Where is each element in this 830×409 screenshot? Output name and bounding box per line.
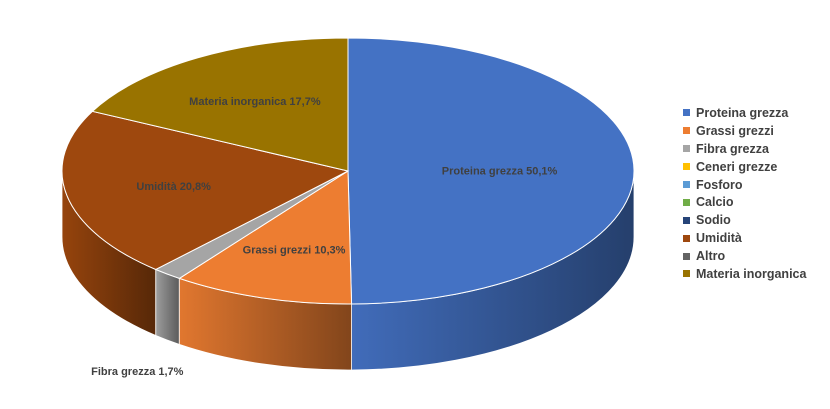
legend-label: Fibra grezza (696, 141, 769, 156)
legend-item-grassi-grezzi: Grassi grezzi (683, 122, 828, 140)
legend-swatch (683, 145, 690, 153)
legend-swatch (683, 270, 690, 278)
data-label-grassi-grezzi: Grassi grezzi 10,3% (243, 245, 346, 257)
legend-item-altro: Altro (683, 247, 828, 265)
legend-label: Umidità (696, 231, 742, 246)
slice-materia-inorganica (91, 37, 349, 172)
legend-label: Sodio (696, 213, 731, 228)
legend-item-proteina-grezza: Proteina grezza (683, 104, 828, 122)
legend-item-umidita: Umidità (683, 229, 828, 247)
legend-label: Grassi grezzi (696, 123, 774, 138)
legend-label: Materia inorganica (696, 266, 807, 281)
legend-swatch (683, 234, 690, 242)
data-label-fibra-grezza: Fibra grezza 1,7% (91, 366, 184, 378)
legend-item-fosforo: Fosforo (683, 176, 828, 194)
legend-item-materia-inorganica: Materia inorganica (683, 265, 828, 283)
data-label-umidita: Umidità 20,8% (136, 181, 211, 193)
slice-proteina-grezza (347, 37, 635, 305)
slice-side-fibra-grezza (155, 268, 180, 345)
legend-swatch (683, 109, 690, 117)
pie-slices (61, 37, 635, 305)
slice-umidita (61, 110, 350, 271)
legend-swatch (683, 198, 690, 206)
legend: Proteina grezza Grassi grezzi Fibra grezza… (683, 104, 828, 283)
legend-item-fibra-grezza: Fibra grezza (683, 140, 828, 158)
pie-sides (61, 170, 635, 371)
data-label-proteina-grezza: Proteina grezza 50,1% (442, 166, 558, 178)
legend-label: Calcio (696, 195, 734, 210)
legend-swatch (683, 181, 690, 188)
slice-grassi-grezzi (178, 170, 353, 305)
legend-label: Fosforo (696, 177, 743, 192)
legend-swatch (683, 127, 690, 135)
legend-label: Proteina grezza (696, 105, 789, 120)
legend-item-sodio: Sodio (683, 211, 828, 229)
legend-swatch (683, 252, 690, 260)
legend-item-ceneri-grezze: Ceneri grezze (683, 158, 828, 176)
legend-swatch (683, 163, 690, 171)
legend-swatch (683, 216, 690, 224)
legend-item-calcio: Calcio (683, 193, 828, 211)
legend-label: Altro (696, 249, 726, 264)
data-labels: Proteina grezza 50,1% Grassi grezzi 10,3%… (91, 96, 557, 378)
data-label-materia-inorganica: Materia inorganica 17,7% (189, 96, 321, 108)
legend-label: Ceneri grezze (696, 159, 778, 174)
